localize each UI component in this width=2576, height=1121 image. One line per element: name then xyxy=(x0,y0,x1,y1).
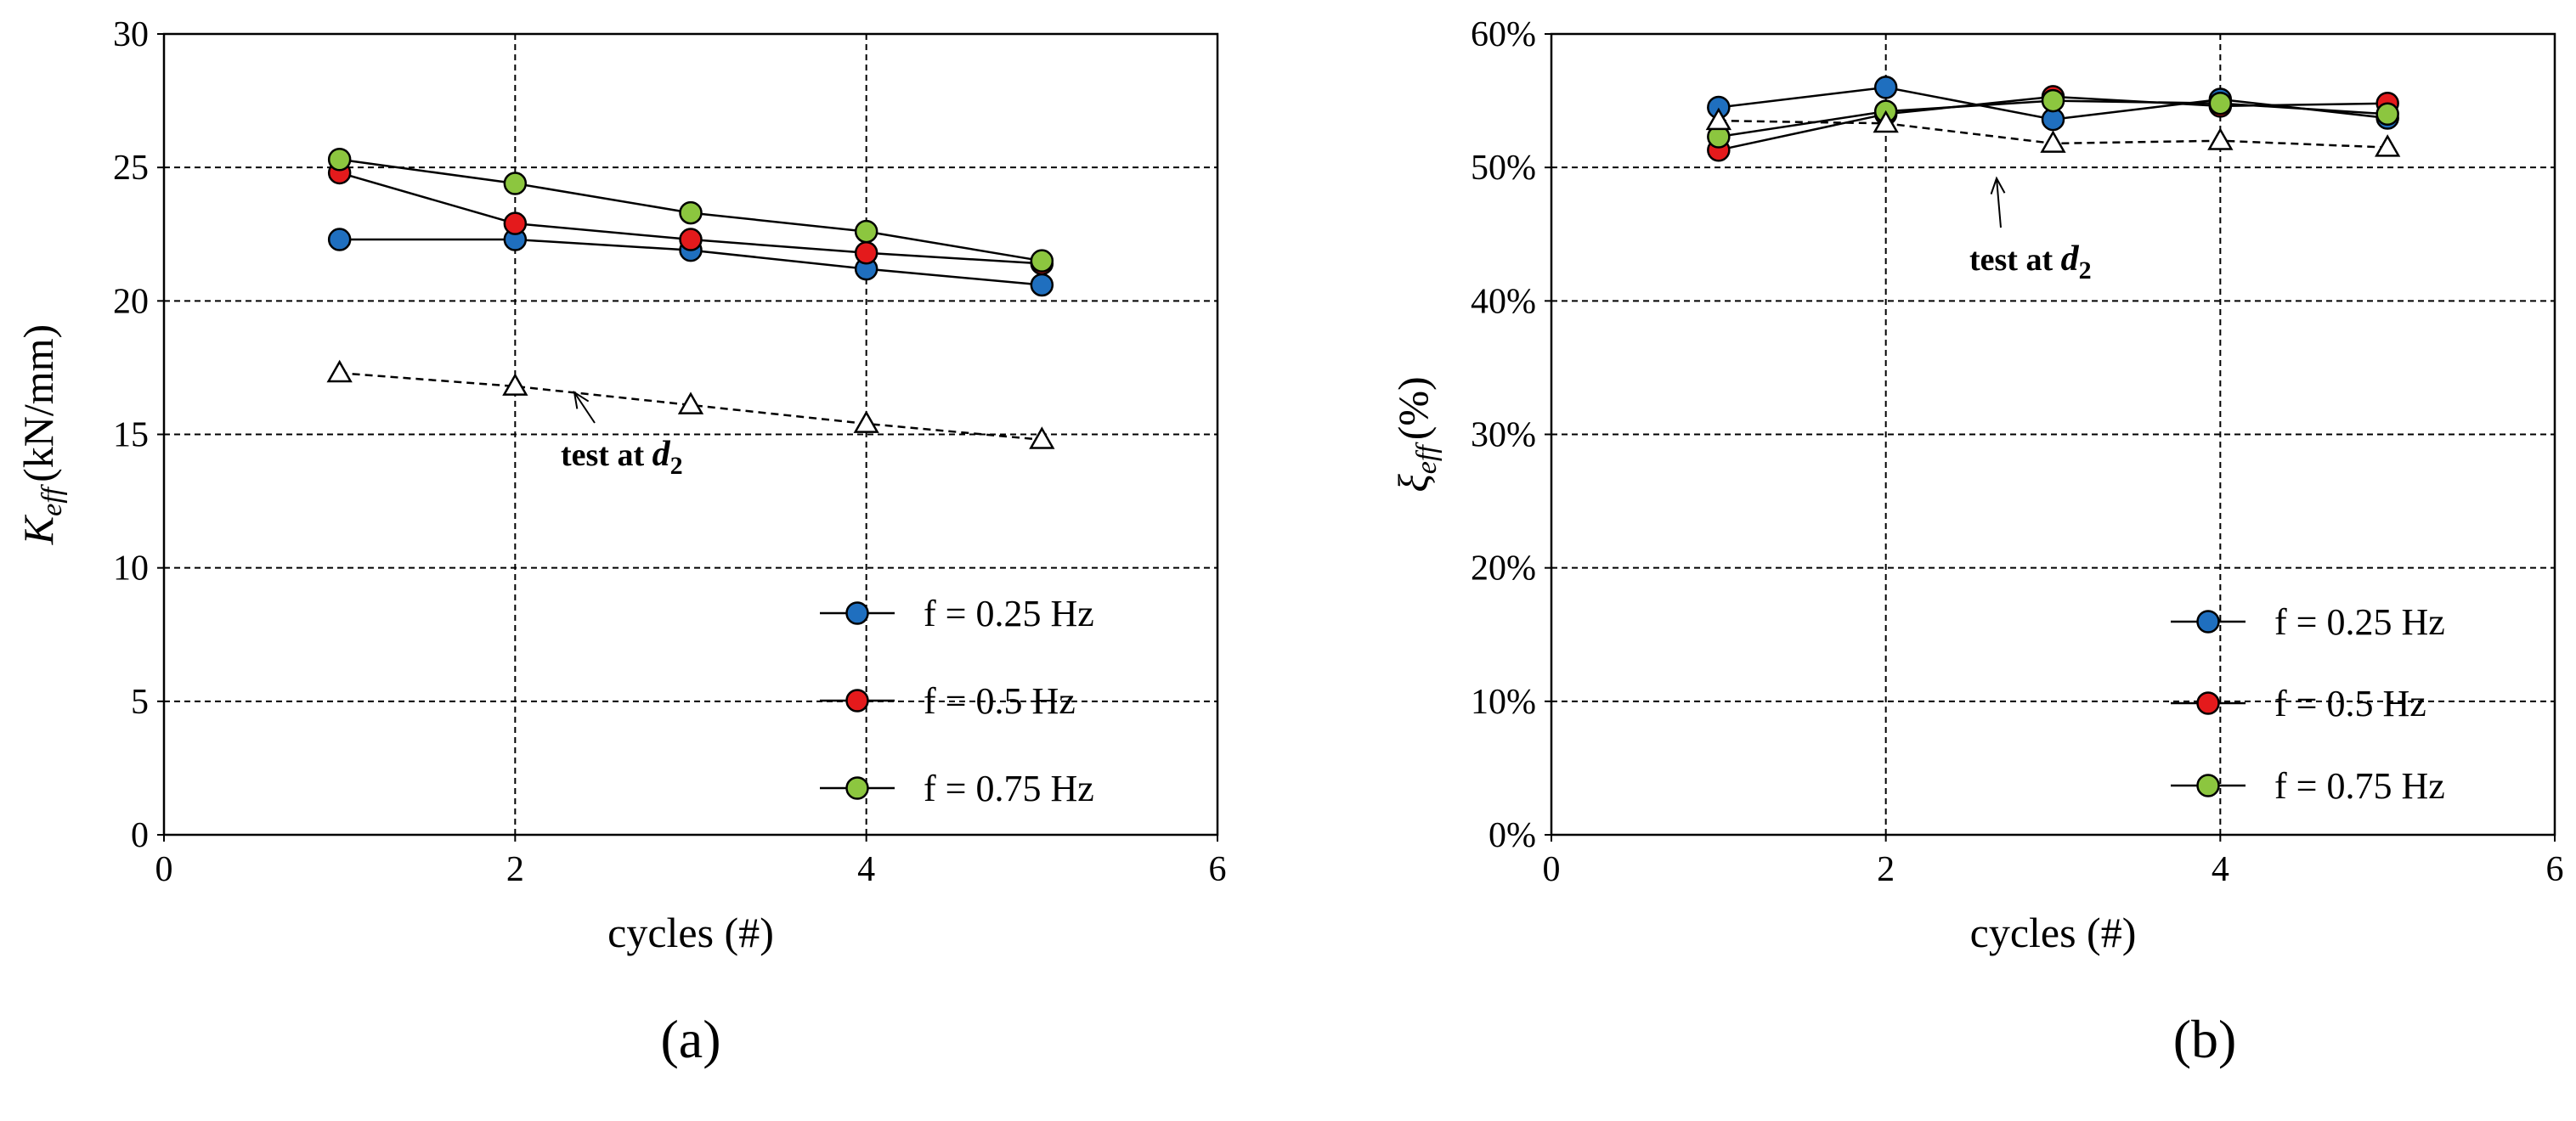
legend-marker xyxy=(845,689,869,713)
y-tick-label: 30 xyxy=(113,15,149,54)
annotation-variable: d xyxy=(2061,239,2080,279)
data-point xyxy=(503,172,528,195)
x-tick-label: 4 xyxy=(857,850,875,889)
legend-marker xyxy=(2196,774,2220,797)
y-axis-title-unit: (kN/mm) xyxy=(14,324,62,482)
y-tick-label: 0 xyxy=(131,816,149,855)
y-axis-title-unit: (%) xyxy=(1389,376,1437,440)
data-point xyxy=(1873,76,1898,99)
x-axis-title: cycles (#) xyxy=(607,909,774,956)
data-point-triangle xyxy=(1705,107,1731,131)
data-point xyxy=(503,211,528,235)
data-point-triangle xyxy=(677,392,704,414)
legend-marker xyxy=(845,601,869,625)
legend-label: f = 0.5 Hz xyxy=(2274,683,2426,724)
annotation-subscript: 2 xyxy=(670,452,683,480)
panel-label: (a) xyxy=(660,1009,720,1069)
data-point-triangle xyxy=(853,410,879,433)
y-axis-title-symbol: K xyxy=(14,514,62,545)
data-point xyxy=(1030,273,1054,297)
legend-label: f = 0.75 Hz xyxy=(924,768,1094,809)
data-point xyxy=(2375,102,2399,127)
legend-label: f = 0.25 Hz xyxy=(924,593,1094,634)
y-axis-title: ξeff(%) xyxy=(1389,376,1443,492)
annotation-text: test at d2 xyxy=(1969,239,2092,284)
data-point-triangle xyxy=(1029,426,1055,449)
data-point xyxy=(854,241,878,265)
y-axis-title-symbol: ξ xyxy=(1389,474,1437,493)
y-tick-label: 10 xyxy=(113,549,149,589)
x-tick-label: 4 xyxy=(2212,850,2229,889)
legend-marker xyxy=(2196,610,2220,634)
data-point xyxy=(679,200,703,225)
data-point-triangle xyxy=(2375,134,2401,157)
y-tick-label: 5 xyxy=(131,683,149,722)
data-point-triangle xyxy=(2040,130,2066,153)
annotation-text-main: test at xyxy=(1969,242,2061,278)
y-tick-label: 30% xyxy=(1471,416,1536,455)
legend-label: f = 0.5 Hz xyxy=(924,680,1076,722)
annotation-arrowhead xyxy=(1990,176,2006,194)
data-point xyxy=(327,228,352,251)
data-point xyxy=(854,219,878,244)
x-tick-label: 2 xyxy=(506,850,524,889)
y-axis-title-subscript: eff xyxy=(1411,442,1443,475)
x-tick-label: 0 xyxy=(155,850,173,889)
annotation-text: test at d2 xyxy=(561,435,683,480)
y-tick-label: 25 xyxy=(113,149,149,188)
y-axis-title: Keff(kN/mm) xyxy=(14,324,68,545)
data-point-triangle xyxy=(326,359,353,383)
panel-label: (b) xyxy=(2173,1009,2237,1069)
annotation-arrow xyxy=(1996,177,2002,228)
data-point xyxy=(679,228,703,251)
y-tick-label: 0% xyxy=(1489,816,1536,855)
y-axis-title-subscript: eff xyxy=(37,483,68,516)
data-point-triangle xyxy=(1873,110,1899,133)
data-point-triangle xyxy=(502,373,528,396)
legend-label: f = 0.75 Hz xyxy=(2274,765,2445,807)
y-tick-label: 60% xyxy=(1471,15,1536,54)
x-tick-label: 2 xyxy=(1877,850,1895,889)
data-point-triangle xyxy=(2207,127,2234,150)
data-point xyxy=(2041,88,2065,113)
x-axis-title: cycles (#) xyxy=(1970,909,2137,956)
x-tick-label: 6 xyxy=(1209,850,1227,889)
series-line xyxy=(339,371,1042,442)
x-tick-label: 6 xyxy=(2546,850,2564,889)
chart-panel-a: 0 5 10 15 20 25 30 0 2 4 6 cycles (#) Keff(kN/mm) f =… xyxy=(14,15,1227,1069)
y-tick-label: 50% xyxy=(1471,149,1536,188)
legend-marker xyxy=(2196,691,2220,715)
y-tick-label: 20% xyxy=(1471,549,1536,589)
y-tick-label: 20 xyxy=(113,282,149,321)
annotation-text-main: test at xyxy=(561,437,652,473)
data-point xyxy=(327,147,352,172)
y-tick-label: 10% xyxy=(1471,683,1536,722)
legend-label: f = 0.25 Hz xyxy=(2274,601,2445,643)
legend-marker xyxy=(845,776,869,800)
annotation-arrowhead xyxy=(573,390,590,409)
x-tick-label: 0 xyxy=(1543,850,1561,889)
y-tick-label: 40% xyxy=(1471,282,1536,321)
data-point xyxy=(2208,91,2233,115)
annotation-arrow xyxy=(573,392,596,424)
annotation-subscript: 2 xyxy=(2079,256,2092,284)
chart-panel-b: 0% 10% 20% 30% 40% 50% 60% 0 2 4 6 cycles (#) ξeff(%… xyxy=(1389,15,2564,1069)
annotation-variable: d xyxy=(652,435,671,474)
y-tick-label: 15 xyxy=(113,416,149,455)
data-point xyxy=(1030,249,1054,273)
